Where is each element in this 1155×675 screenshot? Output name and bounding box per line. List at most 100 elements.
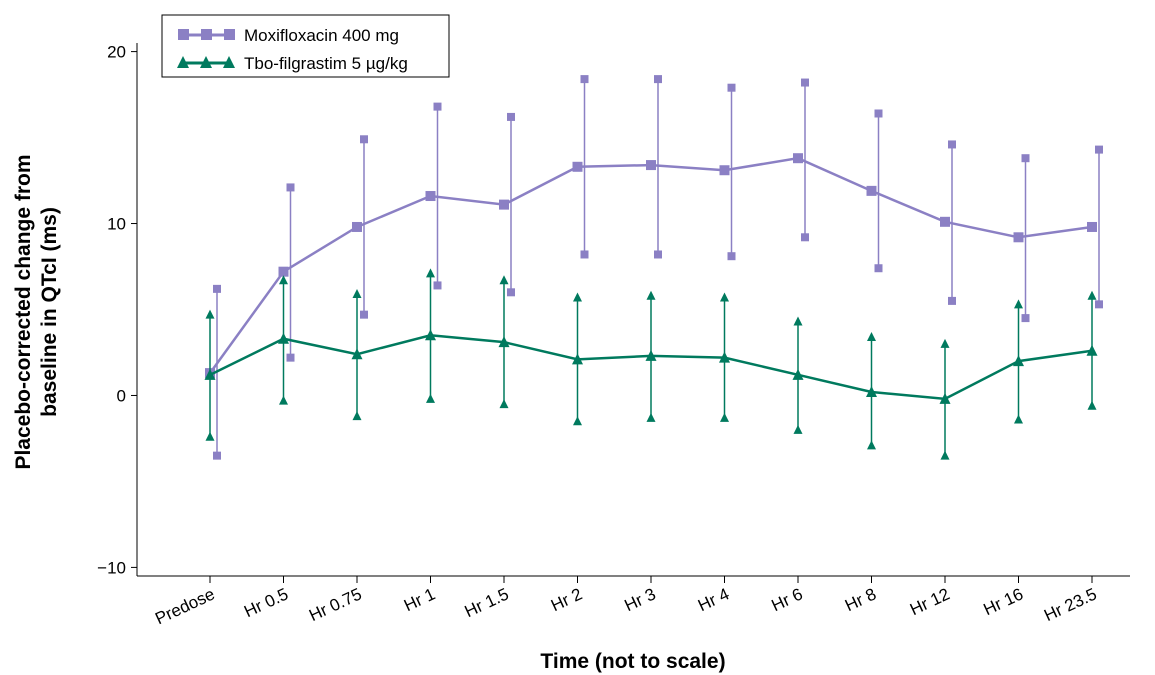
- data-point: [646, 160, 656, 171]
- x-tick-label: Hr 8: [842, 584, 879, 615]
- error-cap-upper: [279, 275, 288, 285]
- data-point: [645, 349, 657, 361]
- error-cap-upper: [433, 102, 442, 111]
- error-cap-upper: [1087, 290, 1097, 300]
- error-cap-lower: [205, 431, 215, 441]
- error-cap-lower: [867, 440, 876, 450]
- error-cap-upper: [720, 292, 729, 302]
- x-tick-label: Hr 1.5: [462, 584, 512, 621]
- series-layer: [204, 75, 1103, 460]
- data-point: [866, 386, 877, 398]
- data-point: [719, 165, 730, 176]
- error-cap-lower: [1095, 300, 1103, 309]
- error-cap-upper: [426, 268, 435, 278]
- error-cap-upper: [727, 83, 736, 92]
- data-point: [1087, 221, 1097, 232]
- error-cap-upper: [205, 309, 215, 319]
- y-tick-label: 0: [117, 386, 126, 405]
- data-point: [278, 332, 289, 344]
- x-tick-label: Hr 16: [980, 584, 1026, 619]
- data-point: [278, 266, 289, 277]
- legend-label-tbo-filgrastim: Tbo-filgrastim 5 µg/kg: [244, 54, 408, 73]
- error-cap-upper: [580, 75, 589, 84]
- data-point: [352, 221, 362, 232]
- data-point: [351, 348, 363, 360]
- error-cap-lower: [940, 450, 950, 460]
- error-cap-upper: [360, 135, 368, 144]
- data-point: [719, 351, 730, 363]
- x-tick-label: Hr 23.5: [1041, 584, 1100, 625]
- x-tick-label: Hr 0.75: [306, 584, 365, 625]
- error-cap-lower: [874, 264, 883, 273]
- error-cap-upper: [1095, 145, 1103, 154]
- data-point: [204, 368, 216, 380]
- data-point: [572, 161, 583, 172]
- y-tick-label: 10: [107, 215, 126, 234]
- error-cap-lower: [793, 424, 803, 434]
- data-point: [793, 153, 803, 164]
- legend-item-moxifloxacin: Moxifloxacin 400 mg: [178, 26, 399, 45]
- error-cap-lower: [279, 395, 288, 405]
- legend-triangle-marker-3: [223, 56, 235, 68]
- error-cap-upper: [801, 78, 809, 87]
- x-ticks: Predose Hr 0.5 Hr 0.75 Hr 1 Hr 1.5 Hr 2 Hr 3 Hr…: [152, 576, 1100, 628]
- legend-square-marker-2: [201, 29, 212, 40]
- data-point: [1086, 344, 1098, 356]
- y-tick-label: 20: [107, 43, 126, 62]
- x-tick-label: Hr 12: [907, 584, 953, 619]
- error-cap-upper: [213, 284, 221, 293]
- legend-square-marker-1: [178, 29, 189, 40]
- data-point: [572, 353, 583, 365]
- error-cap-upper: [874, 109, 883, 118]
- data-point: [499, 199, 509, 210]
- y-ticks: −10 0 10 20: [97, 43, 137, 577]
- x-tick-label: Hr 2: [548, 584, 585, 615]
- error-cap-lower: [646, 412, 656, 422]
- legend: Moxifloxacin 400 mg Tbo-filgrastim 5 µg/…: [161, 14, 450, 78]
- y-axis-title-line2: baseline in QTcI (ms): [38, 207, 61, 417]
- x-tick-label: Hr 0.5: [241, 584, 291, 621]
- error-cap-lower: [1021, 314, 1030, 323]
- error-cap-upper: [352, 289, 362, 299]
- data-point: [939, 392, 951, 404]
- error-cap-upper: [646, 290, 656, 300]
- error-cap-lower: [801, 233, 809, 242]
- error-cap-upper: [499, 275, 509, 285]
- legend-triangle-marker-2: [200, 56, 212, 68]
- error-cap-upper: [940, 338, 950, 348]
- x-tick-label: Hr 4: [695, 584, 732, 615]
- error-cap-lower: [1087, 400, 1097, 410]
- legend-triangle-marker-1: [177, 56, 189, 68]
- x-tick-label: Hr 6: [769, 584, 806, 615]
- error-cap-upper: [867, 332, 876, 342]
- data-point: [425, 191, 436, 202]
- legend-square-marker-3: [224, 29, 235, 40]
- error-cap-upper: [793, 316, 803, 326]
- data-point: [792, 368, 804, 380]
- error-cap-lower: [360, 310, 368, 319]
- axes: [136, 43, 1130, 577]
- y-axis-title-line1: Placebo-corrected change from: [12, 154, 35, 469]
- error-cap-lower: [1014, 414, 1023, 424]
- error-cap-upper: [1021, 154, 1030, 163]
- error-cap-upper: [1014, 299, 1023, 309]
- error-cap-upper: [654, 75, 662, 84]
- error-cap-lower: [433, 281, 442, 290]
- data-point: [940, 216, 950, 227]
- legend-label-moxifloxacin: Moxifloxacin 400 mg: [244, 26, 399, 45]
- error-cap-lower: [499, 399, 509, 409]
- error-cap-upper: [507, 112, 515, 121]
- error-cap-lower: [573, 416, 582, 426]
- legend-item-tbo-filgrastim: Tbo-filgrastim 5 µg/kg: [177, 54, 408, 73]
- error-cap-upper: [286, 183, 295, 192]
- error-cap-upper: [948, 140, 956, 149]
- error-cap-lower: [352, 411, 362, 421]
- x-axis-title: Time (not to scale): [540, 650, 725, 673]
- error-cap-lower: [727, 252, 736, 261]
- data-point: [866, 185, 877, 196]
- y-tick-label: −10: [97, 558, 126, 577]
- data-point: [1013, 355, 1024, 367]
- error-cap-lower: [507, 288, 515, 297]
- error-cap-lower: [720, 412, 729, 422]
